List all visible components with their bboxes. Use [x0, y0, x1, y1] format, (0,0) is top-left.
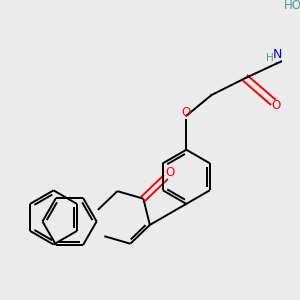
Text: O: O — [182, 106, 191, 119]
Text: O: O — [271, 99, 280, 112]
Text: HO: HO — [284, 0, 300, 12]
Text: N: N — [273, 48, 283, 62]
Text: O: O — [166, 166, 175, 179]
Text: H: H — [266, 53, 274, 63]
